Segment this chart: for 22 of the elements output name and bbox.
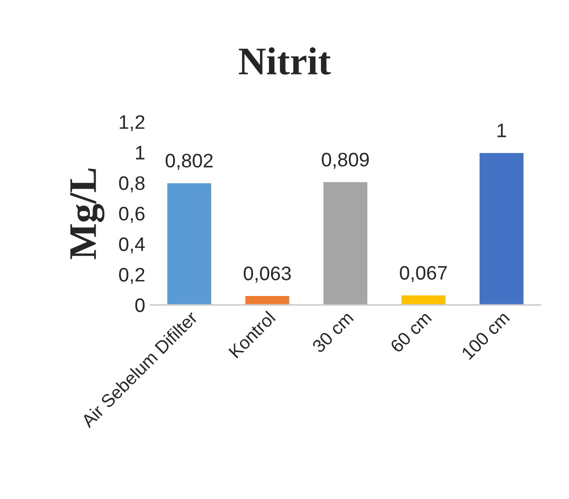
x-tick-label: 100 cm	[460, 310, 510, 360]
bar	[400, 294, 447, 305]
chart-title: Nitrit	[238, 47, 331, 75]
y-tick-label: 1,2	[120, 115, 144, 132]
data-label: 1	[498, 124, 506, 138]
data-label: 0,063	[244, 266, 291, 283]
y-tick-label: 1	[136, 146, 144, 160]
bar	[478, 152, 525, 305]
y-tick-label: 0	[135, 298, 145, 312]
y-tick-label: 0,4	[119, 237, 145, 254]
y-tick-label: 0,6	[119, 206, 145, 223]
y-tick-label: 0,2	[119, 268, 144, 284]
x-tick-label: 60 cm	[390, 310, 432, 354]
y-tick-label: 0,8	[119, 176, 145, 192]
x-tick-label: 30 cm	[311, 310, 354, 354]
data-label: 0,809	[322, 152, 369, 169]
bar	[244, 294, 291, 305]
data-label: 0,067	[400, 266, 447, 282]
bar	[166, 182, 213, 305]
y-axis-title: Mg/L	[70, 168, 104, 260]
data-label: 0,802	[166, 154, 213, 170]
bar	[322, 180, 369, 305]
